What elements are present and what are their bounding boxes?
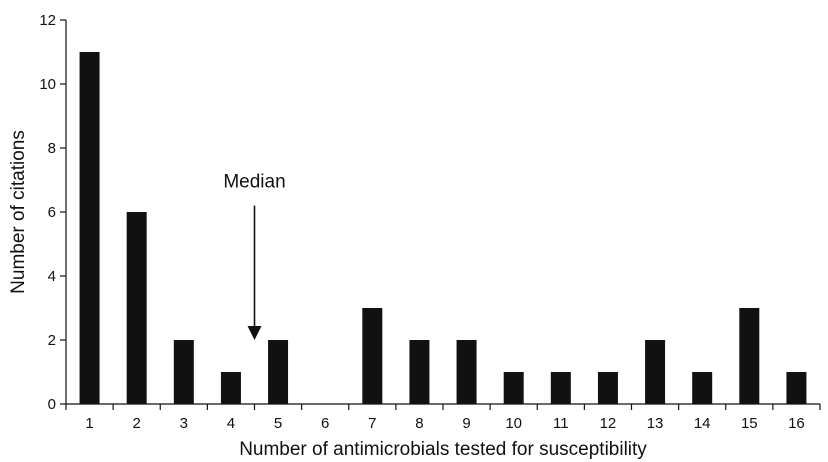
bar-3 [173, 340, 194, 404]
y-ticks: 0 2 4 6 8 10 12 [39, 12, 66, 413]
x-tick-label: 15 [741, 415, 758, 432]
x-tick-label: 1 [85, 415, 93, 432]
bar-15 [739, 308, 760, 404]
x-tick-label: 13 [647, 415, 664, 432]
x-tick-label: 11 [553, 415, 569, 432]
x-tick-label: 3 [180, 415, 188, 432]
x-tick-label: 14 [694, 415, 711, 432]
x-tick-label: 16 [788, 415, 805, 432]
median-label: Median [223, 172, 285, 193]
x-tick-label: 5 [274, 415, 282, 432]
y-tick-label: 0 [48, 396, 56, 413]
bar-5 [268, 340, 289, 404]
bar-4 [220, 372, 241, 404]
x-axis-title: Number of antimicrobials tested for susc… [239, 439, 647, 460]
bar-13 [645, 340, 666, 404]
y-tick-label: 12 [39, 12, 56, 29]
y-tick-label: 2 [48, 332, 56, 349]
x-tick-label: 10 [505, 415, 522, 432]
bar-9 [456, 340, 477, 404]
y-tick-label: 4 [48, 268, 56, 285]
bar-2 [126, 212, 147, 404]
y-tick-label: 6 [48, 204, 56, 221]
bar-10 [503, 372, 524, 404]
x-tick-label: 6 [321, 415, 329, 432]
y-tick-label: 8 [48, 140, 56, 157]
x-tick-label: 7 [368, 415, 376, 432]
bar-16 [786, 372, 807, 404]
x-ticks: 1 2 3 4 5 6 7 8 9 10 11 12 13 14 15 16 [65, 404, 821, 432]
bar-11 [550, 372, 571, 404]
annotations: Median [223, 172, 286, 340]
bar-14 [692, 372, 713, 404]
bar-1 [79, 52, 100, 404]
bar-7 [362, 308, 383, 404]
y-tick-label: 10 [39, 76, 56, 93]
median-arrow-head [247, 326, 262, 340]
x-tick-label: 2 [133, 415, 141, 432]
y-axis-title: Number of citations [8, 130, 29, 294]
x-tick-label: 4 [227, 415, 235, 432]
bar-12 [597, 372, 618, 404]
bars [79, 52, 807, 404]
bar-8 [409, 340, 430, 404]
x-tick-label: 9 [462, 415, 470, 432]
x-tick-label: 8 [415, 415, 423, 432]
x-tick-label: 12 [600, 415, 617, 432]
